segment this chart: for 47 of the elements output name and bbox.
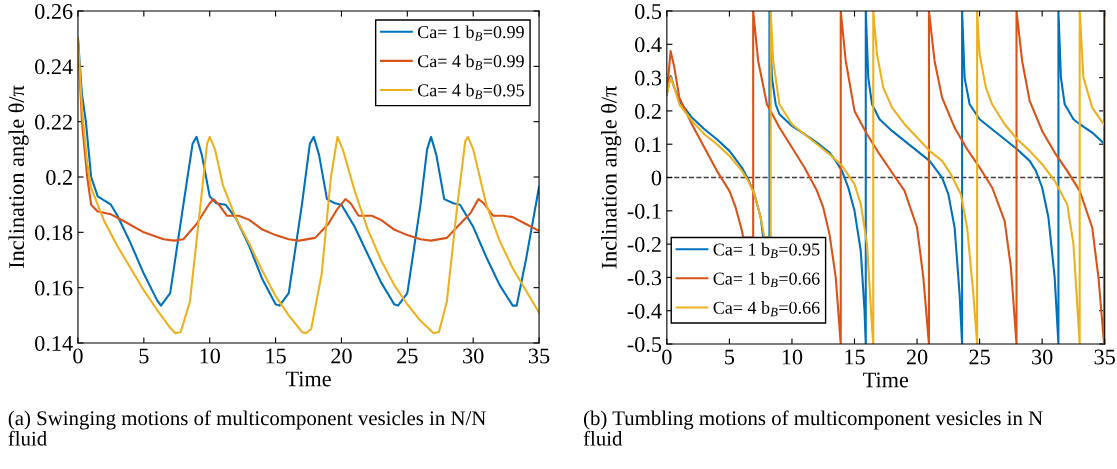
y-tick-label: -0.2 bbox=[627, 237, 661, 253]
x-tick-label: 0 bbox=[73, 348, 83, 364]
y-tick-label: 0.1 bbox=[635, 137, 661, 153]
x-tick-label: 20 bbox=[331, 348, 352, 364]
y-axis-title: Inclination angle θ/π bbox=[600, 86, 622, 269]
y-tick-label: 0.24 bbox=[35, 59, 73, 75]
legend-label: Ca= 4 b$_{B}$=0.99 bbox=[417, 54, 524, 70]
x-tick-label: 25 bbox=[397, 348, 418, 364]
x-tick-label: 10 bbox=[782, 349, 803, 365]
x-tick-label: 0 bbox=[662, 349, 672, 365]
y-tick-label: -0.3 bbox=[627, 270, 662, 286]
legend-label: Ca= 4 b$_{B}$=0.95 bbox=[417, 83, 524, 99]
y-tick-label: -0.5 bbox=[627, 336, 662, 353]
legend-label: Ca= 1 b$_{B}$=0.95 bbox=[713, 242, 820, 258]
x-tick-label: 5 bbox=[725, 349, 735, 365]
x-tick-label: 15 bbox=[845, 349, 865, 365]
text: (b) Tumbling motions of multicomponent vesicles in N fluid bbox=[583, 410, 1043, 446]
legend-label: Ca= 1 b$_{B}$=0.99 bbox=[417, 25, 524, 41]
x-tick-label: 5 bbox=[139, 348, 149, 364]
y-tick-label: -0.1 bbox=[627, 203, 661, 219]
legend-label: Ca= 1 b$_{B}$=0.66 bbox=[713, 271, 820, 288]
x-tick-label: 10 bbox=[200, 348, 220, 364]
line-series bbox=[666, 11, 1105, 345]
x-tick-label: 20 bbox=[906, 349, 928, 365]
x-axis-title: Time bbox=[863, 372, 909, 388]
y-tick-label: 0.14 bbox=[35, 335, 73, 352]
y-tick-label: 0.26 bbox=[35, 3, 73, 20]
y-axis-title: Inclination angle θ/π bbox=[8, 85, 29, 268]
y-tick-label: 0 bbox=[651, 170, 662, 186]
y-tick-label: -0.4 bbox=[627, 303, 662, 319]
x-tick-label: 35 bbox=[1094, 349, 1115, 365]
y-tick-label: 0.4 bbox=[635, 37, 662, 53]
x-tick-label: 15 bbox=[266, 348, 286, 364]
x-tick-label: 30 bbox=[1032, 349, 1053, 365]
y-tick-label: 0.22 bbox=[35, 114, 72, 130]
text: (a) Swinging motions of multicomponent vesicles in N/N fluid bbox=[8, 410, 486, 446]
x-tick-label: 35 bbox=[529, 348, 550, 364]
y-tick-label: 0.2 bbox=[635, 103, 661, 119]
y-tick-label: 0.16 bbox=[35, 280, 73, 296]
x-tick-label: 30 bbox=[463, 348, 484, 364]
y-tick-label: 0.5 bbox=[635, 3, 662, 20]
y-tick-label: 0.3 bbox=[635, 70, 662, 86]
legend-label: Ca= 4 b$_{B}$=0.66 bbox=[713, 301, 820, 317]
x-axis-title: Time bbox=[285, 371, 331, 387]
x-tick-label: 25 bbox=[969, 349, 990, 365]
y-tick-label: 0.18 bbox=[35, 225, 73, 241]
y-tick-label: 0.2 bbox=[46, 169, 72, 186]
